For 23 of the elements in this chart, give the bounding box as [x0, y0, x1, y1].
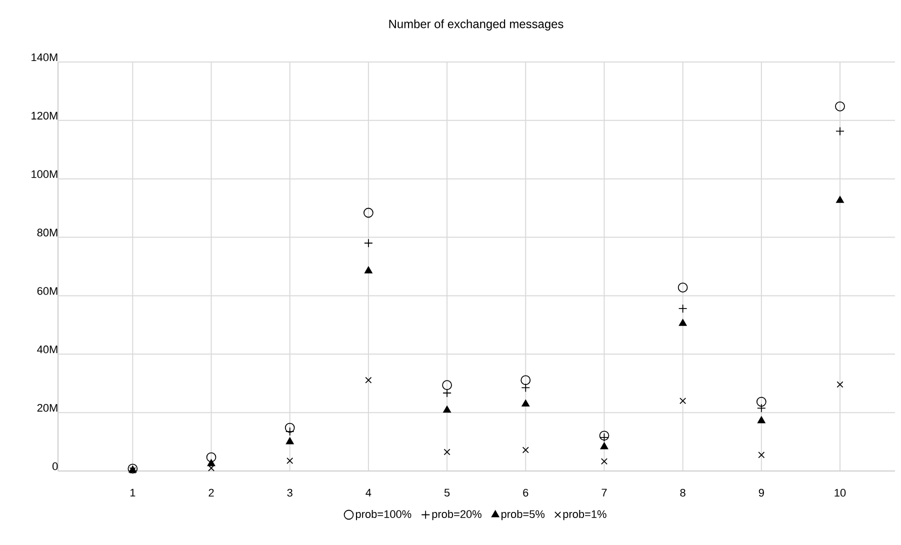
y-tick-label: 120M: [32, 112, 58, 120]
y-tick-label: 100M: [32, 170, 58, 178]
y-tick-label: 40M: [37, 346, 58, 354]
x-tick-label: 1: [130, 488, 136, 496]
legend-label: prob=20%: [432, 510, 482, 520]
y-tick-label: 140M: [32, 53, 58, 62]
legend-label: prob=100%: [356, 510, 412, 520]
y-tick-label: 80M: [37, 228, 58, 236]
x-tick-label: 2: [208, 488, 214, 497]
x-tick-label: 8: [680, 488, 686, 497]
chart-title: Number of exchanged messages: [389, 19, 564, 31]
x-tick-label: 3: [287, 488, 292, 497]
x-tick-label: 10: [834, 488, 846, 497]
x-tick-label: 9: [758, 488, 764, 497]
legend-label: prob=5%: [501, 510, 545, 520]
x-tick-label: 7: [602, 488, 607, 496]
legend-label: prob=1%: [563, 510, 606, 520]
x-tick-label: 4: [366, 488, 372, 496]
y-tick-label: 60M: [37, 287, 58, 295]
y-tick-label: 20M: [37, 404, 58, 412]
x-tick-label: 5: [444, 488, 450, 496]
x-tick-label: 6: [523, 488, 528, 497]
y-tick-label: 0: [52, 462, 58, 470]
